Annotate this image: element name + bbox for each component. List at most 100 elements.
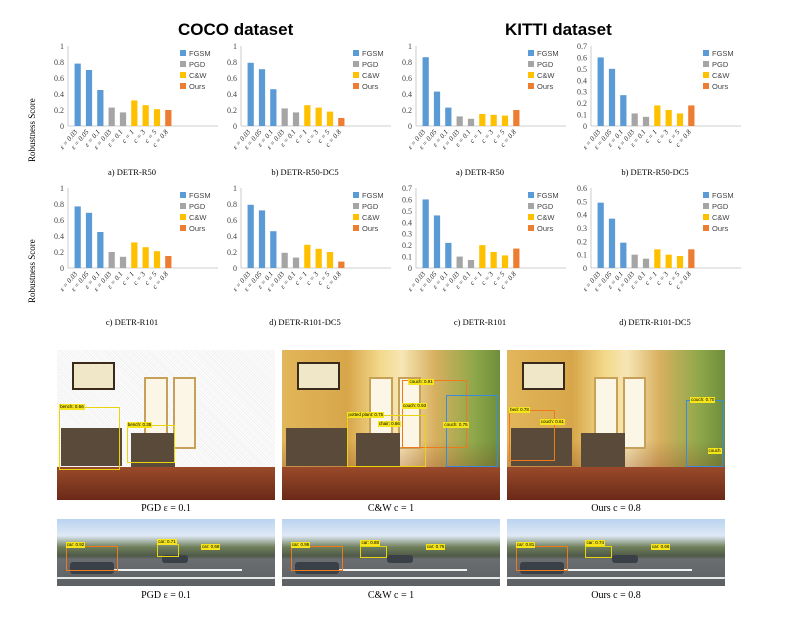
- y-tick-label: 0.4: [402, 90, 412, 99]
- chart-panel-6: 0 0.2 0.4 0.6 0.8 1 ε = 0.03 ε = 0.05 ε = 0.1 ε =…: [215, 182, 395, 328]
- detection-box: [515, 545, 569, 572]
- detection-label: car: 0.76: [425, 544, 446, 551]
- bar: [153, 109, 161, 126]
- street-image-ours: car: 0.81 car: 0.74 car: 0.66: [507, 519, 725, 586]
- bar: [304, 105, 311, 126]
- bar: [631, 254, 638, 268]
- chart-caption: d) DETR-R101-DC5: [619, 317, 691, 327]
- bar: [608, 218, 616, 268]
- window: [397, 377, 422, 449]
- bar: [501, 115, 509, 126]
- detection-label: couch: 0.93: [401, 402, 428, 409]
- detection-label: car: 0.95: [290, 541, 311, 548]
- y-tick-label: 0.8: [54, 58, 64, 67]
- y-axis-label-row2: Robustness Score: [27, 239, 37, 303]
- detection-box: [360, 545, 387, 558]
- bar: [433, 215, 441, 268]
- legend-label: PGD: [362, 202, 379, 211]
- legend-swatch: [353, 83, 359, 89]
- chart-panel-1: 0 0.2 0.4 0.6 0.8 1 ε = 0.03 ε = 0.05 ε = 0.1 ε =…: [42, 40, 222, 186]
- chart-panel-5: 0 0.2 0.4 0.6 0.8 1 ε = 0.03 ε = 0.05 ε = 0.1 ε =…: [42, 182, 222, 328]
- chart-caption: d) DETR-R101-DC5: [269, 317, 341, 327]
- y-tick-label: 0.8: [402, 58, 412, 67]
- bar: [326, 252, 334, 268]
- detection-box: [347, 414, 426, 467]
- legend-label: FGSM: [189, 191, 211, 200]
- legend-label: FGSM: [362, 191, 384, 200]
- chart-caption: c) DETR-R101: [453, 317, 507, 327]
- bar: [456, 116, 463, 126]
- bar: [315, 107, 322, 126]
- legend-label: Ours: [362, 224, 379, 233]
- sofa: [286, 428, 348, 466]
- legend-label: PGD: [712, 60, 729, 69]
- legend-label: C&W: [712, 71, 730, 80]
- legend-swatch: [353, 72, 359, 78]
- legend-label: FGSM: [189, 49, 211, 58]
- y-tick-label: 0.1: [577, 111, 587, 120]
- legend-swatch: [353, 192, 359, 198]
- legend-label: FGSM: [537, 49, 559, 58]
- chart-panel-7: 0 0.1 0.2 0.3 0.4 0.5 0.6 0.7 ε = 0.03 ε = 0.05 ε …: [390, 182, 570, 328]
- y-tick-label: 0.4: [402, 218, 412, 227]
- y-tick-label: 0.2: [402, 106, 412, 115]
- detection-label: car: 0.68: [200, 544, 221, 551]
- detection-label: bench: 0.35: [126, 422, 153, 428]
- bar: [467, 118, 475, 126]
- bar: [270, 231, 277, 268]
- y-tick-label: 0.6: [54, 74, 64, 83]
- detection-label: chair: 0.66: [377, 420, 401, 427]
- bar: [74, 63, 81, 126]
- legend-swatch: [180, 214, 186, 220]
- bar: [315, 248, 322, 268]
- detection-label: car: 0.92: [65, 541, 86, 548]
- lane-marking: [561, 569, 693, 572]
- y-tick-label: 0: [583, 122, 587, 131]
- legend-label: C&W: [712, 213, 730, 222]
- detection-label: car: 0.71: [157, 539, 177, 546]
- legend-swatch: [703, 203, 709, 209]
- legend-label: C&W: [537, 71, 555, 80]
- floor: [282, 467, 500, 500]
- chart-caption: b) DETR-R50-DC5: [271, 167, 339, 177]
- bar: [597, 57, 604, 126]
- y-tick-label: 0.6: [227, 74, 237, 83]
- image-caption: C&W c = 1: [367, 503, 415, 514]
- legend-swatch: [180, 203, 186, 209]
- window: [172, 377, 197, 449]
- legend-label: FGSM: [712, 49, 734, 58]
- detection-box: [65, 545, 119, 572]
- legend-swatch: [528, 225, 534, 231]
- detection-label: bed: 0.78: [509, 407, 530, 413]
- bar: [433, 91, 441, 126]
- floor: [507, 467, 725, 500]
- bar: [665, 254, 672, 268]
- car: [161, 554, 188, 563]
- bar: [479, 114, 486, 126]
- y-tick-label: 0.7: [577, 42, 587, 51]
- bar: [304, 244, 311, 268]
- legend-swatch: [703, 61, 709, 67]
- legend-swatch: [180, 192, 186, 198]
- wall-frame: [522, 362, 566, 390]
- detection-box: [126, 425, 175, 463]
- legend-label: FGSM: [537, 191, 559, 200]
- chart-caption: a) DETR-R50: [108, 167, 156, 177]
- detection-box: [290, 545, 344, 572]
- bar: [620, 242, 627, 268]
- y-tick-label: 0.3: [577, 224, 587, 233]
- bar: [119, 256, 127, 268]
- y-tick-label: 0.1: [577, 251, 587, 260]
- bar: [688, 249, 695, 268]
- bar-chart: 00.10.20.30.40.50.60.7ε = 0.03ε = 0.05ε …: [402, 184, 566, 293]
- legend-swatch: [180, 61, 186, 67]
- bar-chart: 00.20.40.60.81ε = 0.03ε = 0.05ε = 0.1ε =…: [227, 184, 391, 293]
- bar: [292, 257, 300, 268]
- legend-label: PGD: [712, 202, 729, 211]
- legend-label: PGD: [537, 60, 554, 69]
- bar: [654, 249, 661, 268]
- bar: [642, 258, 650, 268]
- y-tick-label: 0.6: [402, 74, 412, 83]
- detection-label: car: 0.81: [515, 541, 536, 548]
- y-tick-label: 0: [60, 122, 64, 131]
